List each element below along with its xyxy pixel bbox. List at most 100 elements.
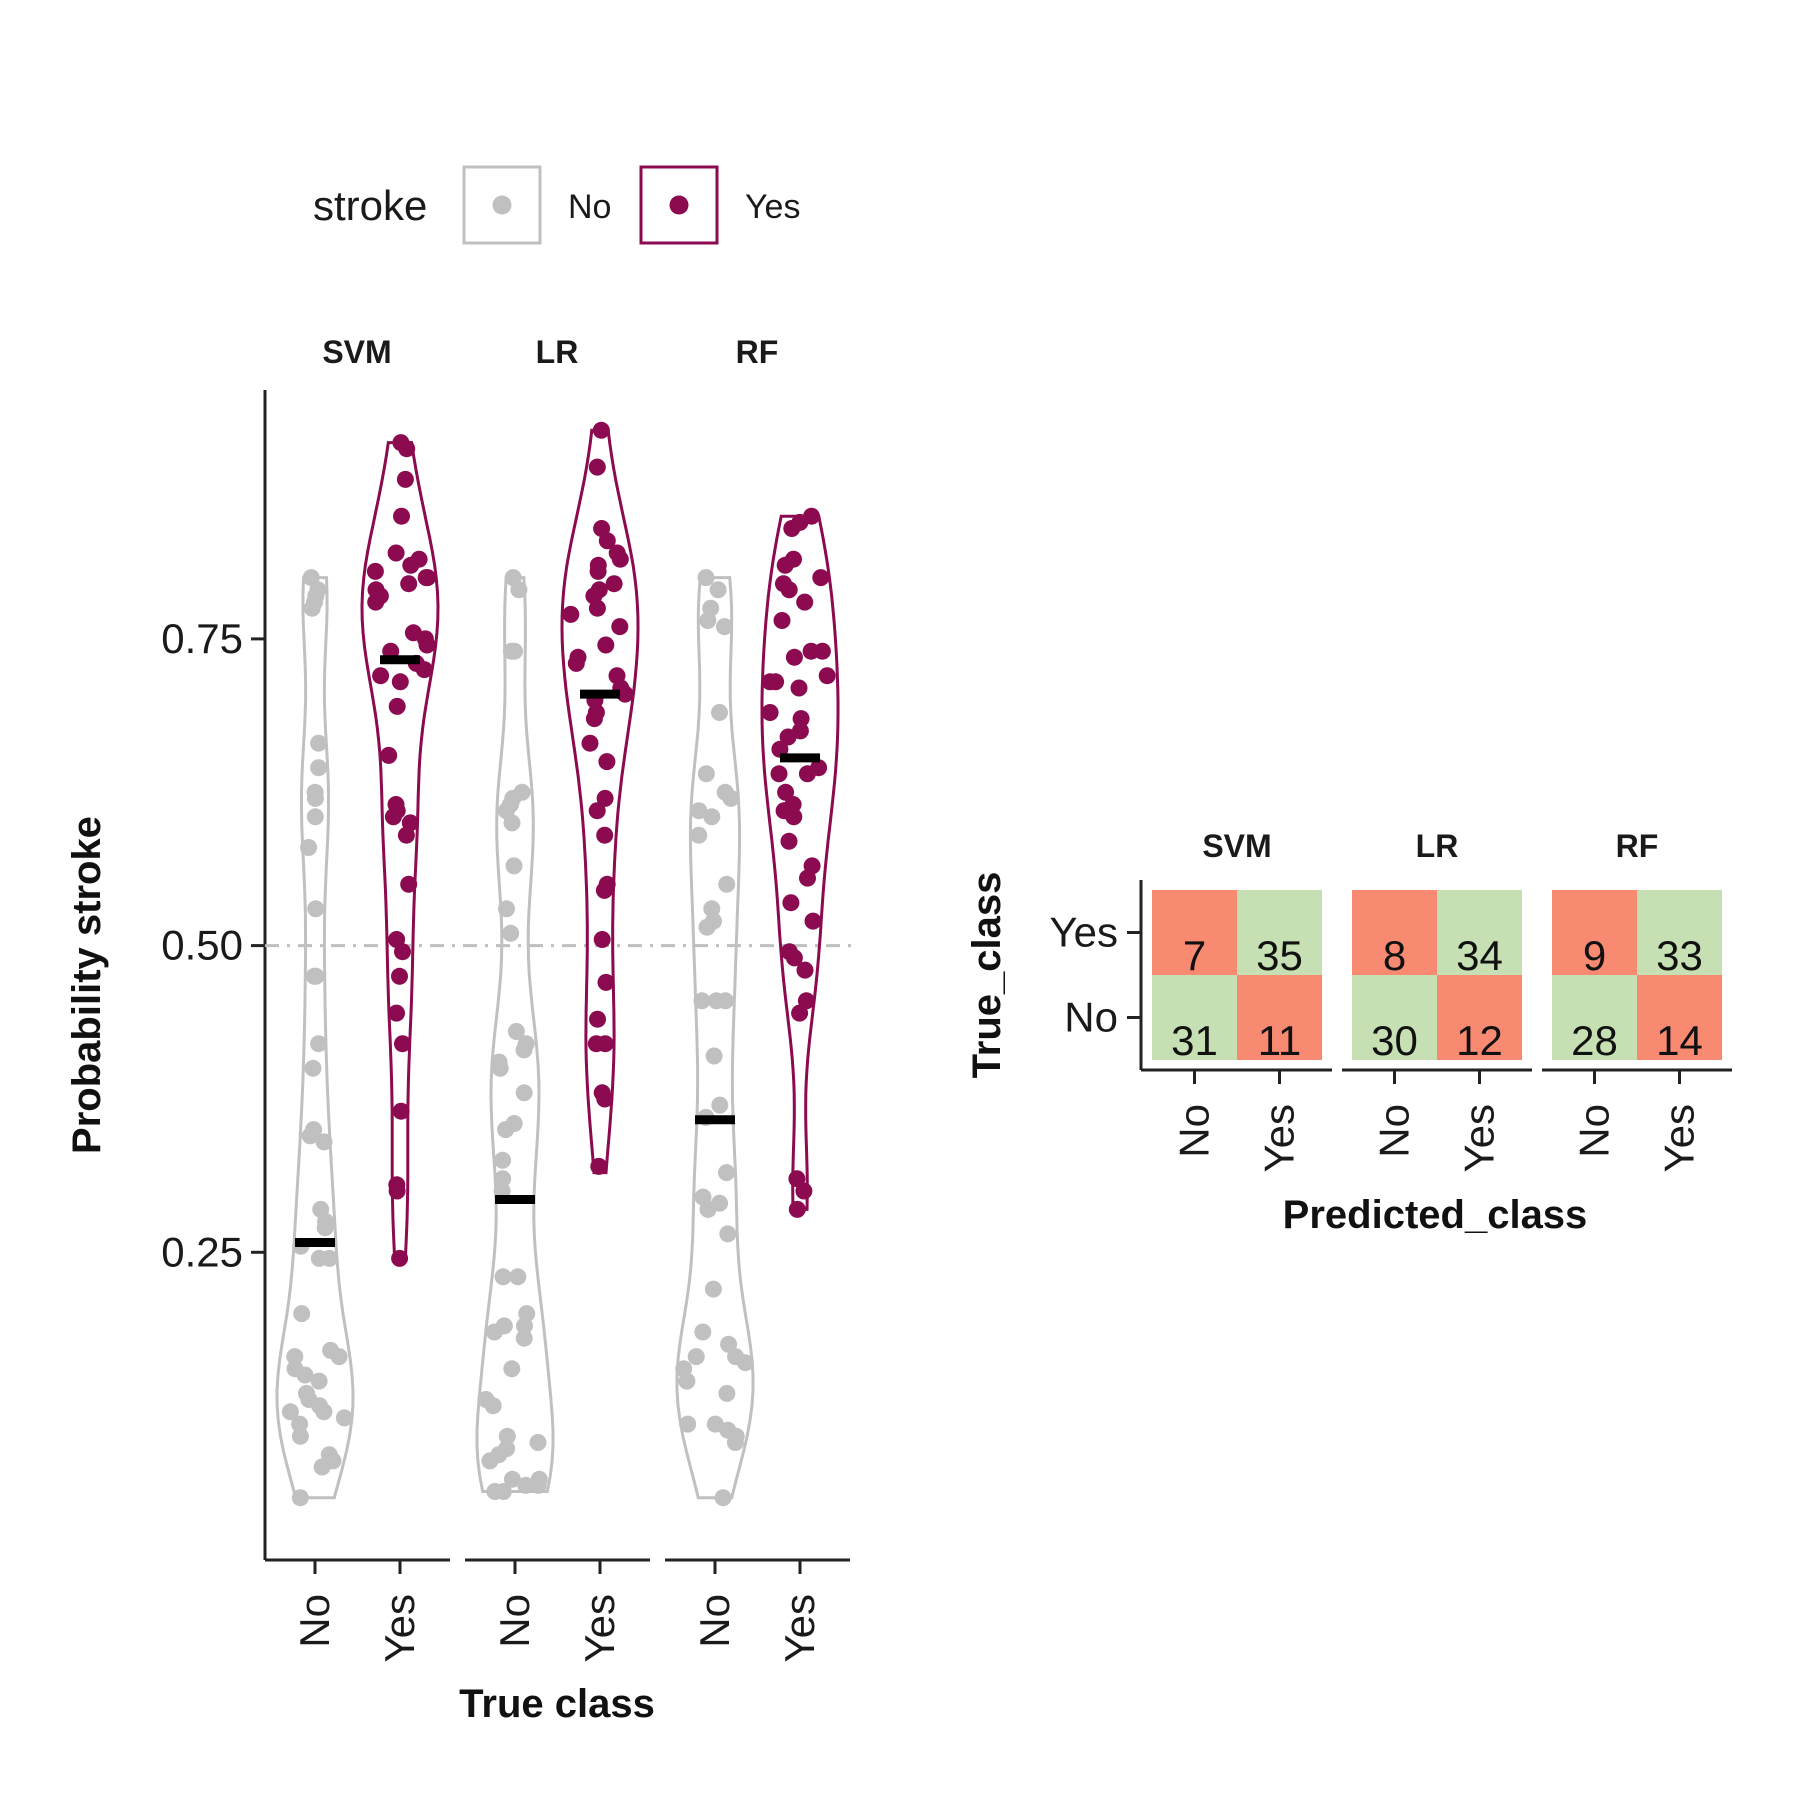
- data-point-yes: [393, 507, 410, 525]
- cm-facet-svm: SVM 7 35 31 11 No Yes: [1141, 828, 1332, 1173]
- data-point-no: [507, 1023, 525, 1040]
- data-point-no: [481, 1452, 499, 1470]
- data-point-no: [291, 1415, 309, 1433]
- data-point-yes: [598, 532, 616, 550]
- cm-cell-count: 33: [1656, 932, 1703, 979]
- data-point-yes: [780, 832, 798, 850]
- data-point-no: [316, 1219, 334, 1237]
- data-point-no: [690, 826, 708, 844]
- legend-label-yes: Yes: [745, 188, 800, 226]
- data-point-yes: [592, 421, 610, 439]
- data-point-yes: [611, 550, 629, 568]
- data-point-no: [491, 1059, 509, 1077]
- x-tick-label: No: [291, 1594, 338, 1648]
- data-point-yes: [796, 593, 814, 611]
- cm-cell: [1352, 890, 1437, 975]
- data-point-yes: [394, 1035, 411, 1053]
- data-point-yes: [372, 667, 390, 685]
- violin-plot: 0.25 0.50 0.75 Probability stroke True class…: [65, 334, 852, 1726]
- data-point-yes: [417, 569, 435, 587]
- data-point-no: [515, 1041, 533, 1059]
- data-point-no: [315, 1133, 333, 1151]
- legend: stroke No Yes: [313, 165, 800, 245]
- y-tick-label: 0.75: [161, 615, 243, 662]
- data-point-no: [687, 1348, 705, 1366]
- data-point-yes: [585, 710, 603, 728]
- cm-cell: [1552, 975, 1637, 1060]
- data-point-no: [703, 808, 721, 826]
- data-point-no: [707, 992, 725, 1010]
- data-point-yes: [593, 931, 611, 948]
- cm-x-axis-title: Predicted_class: [1283, 1193, 1588, 1237]
- data-point-yes: [380, 746, 398, 764]
- y-axis-title: Probability stroke: [65, 816, 109, 1154]
- data-point-no: [485, 1323, 503, 1341]
- cm-cell: [1637, 890, 1722, 975]
- data-point-no: [529, 1476, 547, 1494]
- data-point-yes: [812, 569, 830, 587]
- data-point-yes: [384, 808, 402, 826]
- data-point-yes: [391, 673, 409, 691]
- data-point-no: [698, 918, 716, 936]
- data-point-yes: [588, 599, 606, 617]
- data-point-yes: [588, 458, 606, 476]
- data-point-yes: [567, 654, 585, 672]
- cm-cell-count: 12: [1456, 1017, 1503, 1064]
- data-point-no: [503, 814, 521, 832]
- violin-yes: [560, 428, 640, 1175]
- data-point-yes: [396, 470, 414, 488]
- cm-x-tick-label: Yes: [1256, 1104, 1303, 1173]
- data-point-no: [484, 1397, 502, 1415]
- data-point-no: [709, 581, 727, 599]
- data-point-yes: [387, 544, 405, 562]
- cm-cell-count: 34: [1456, 932, 1503, 979]
- data-point-yes: [792, 710, 810, 728]
- data-point-no: [714, 1489, 732, 1507]
- data-point-yes: [391, 967, 408, 985]
- data-point-yes: [785, 648, 803, 666]
- data-point-no: [704, 1280, 722, 1298]
- data-point-no: [310, 1035, 328, 1053]
- data-point-yes: [398, 440, 416, 458]
- data-point-yes: [777, 783, 795, 801]
- cm-cell: [1237, 975, 1322, 1060]
- data-point-yes: [790, 679, 808, 697]
- data-point-no: [705, 1047, 723, 1065]
- cm-cell: [1152, 975, 1237, 1060]
- legend-key-box-yes: [639, 165, 719, 245]
- data-point-yes: [783, 520, 801, 537]
- legend-key-dot-no: [492, 195, 512, 215]
- data-point-yes: [761, 704, 779, 721]
- data-point-yes: [391, 1249, 409, 1267]
- data-point-no: [718, 1164, 735, 1182]
- data-point-no: [529, 1434, 547, 1451]
- cm-facet-title: SVM: [1202, 828, 1271, 864]
- data-point-yes: [597, 636, 615, 654]
- cm-x-tick-label: No: [1571, 1104, 1618, 1158]
- data-point-no: [690, 802, 708, 820]
- data-point-no: [498, 900, 515, 918]
- data-point-yes: [589, 562, 607, 580]
- data-point-yes: [818, 667, 836, 685]
- cm-cell-count: 11: [1258, 1017, 1302, 1064]
- data-point-yes: [779, 728, 797, 746]
- data-point-no: [494, 1483, 512, 1500]
- data-point-yes: [366, 562, 384, 580]
- violin-yes: [360, 441, 440, 1260]
- x-axis-title: True class: [459, 1682, 655, 1726]
- data-point-no: [699, 612, 717, 629]
- data-point-no: [286, 1348, 304, 1366]
- data-point-no: [320, 1249, 338, 1267]
- legend-key-dot-yes: [669, 195, 689, 215]
- data-point-no: [498, 1427, 516, 1445]
- data-point-no: [300, 839, 318, 856]
- data-point-no: [306, 789, 324, 807]
- y-tick-label: 0.25: [161, 1228, 243, 1275]
- data-point-yes: [596, 826, 614, 844]
- data-point-no: [494, 1151, 512, 1169]
- data-point-yes: [798, 765, 816, 783]
- cm-cell: [1352, 975, 1437, 1060]
- data-point-no: [304, 1059, 322, 1077]
- x-tick-label: Yes: [776, 1594, 823, 1663]
- data-point-no: [307, 900, 325, 918]
